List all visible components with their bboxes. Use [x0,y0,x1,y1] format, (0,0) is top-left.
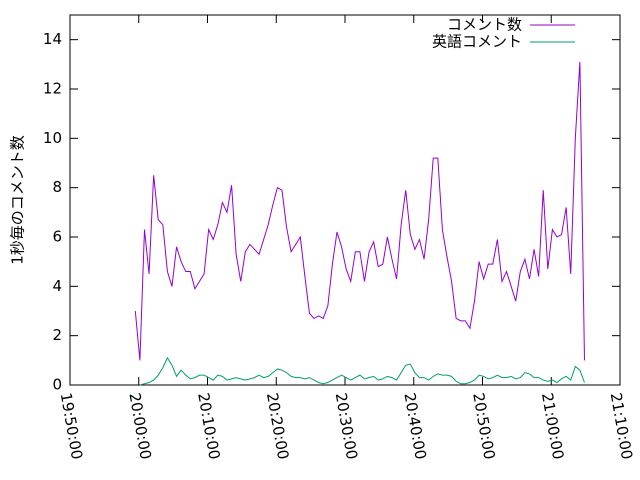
legend-label: コメント数 [447,16,522,34]
x-tick-label: 20:20:00 [263,391,292,460]
x-tick-label: 20:30:00 [332,391,361,460]
y-tick-label: 14 [43,30,62,48]
x-tick-label: 20:40:00 [400,391,429,460]
x-tick-label: 21:00:00 [538,391,567,460]
y-axis-label: 1秒毎のコメント数 [9,135,27,265]
y-tick-label: 12 [43,80,62,98]
y-tick-label: 10 [43,129,62,147]
y-tick-label: 6 [52,228,62,246]
legend-label: 英語コメント [432,33,522,51]
series-line [134,61,585,361]
series-line [139,356,585,386]
x-tick-label: 20:10:00 [194,391,223,460]
x-tick-label: 20:00:00 [125,391,154,460]
x-tick-label: 20:50:00 [469,391,498,460]
x-tick-label: 19:50:00 [57,391,86,460]
y-tick-label: 2 [52,326,62,344]
x-tick-label: 21:10:00 [607,391,636,460]
y-tick-label: 4 [52,277,62,295]
y-tick-label: 8 [52,178,62,196]
y-tick-label: 0 [52,376,62,394]
